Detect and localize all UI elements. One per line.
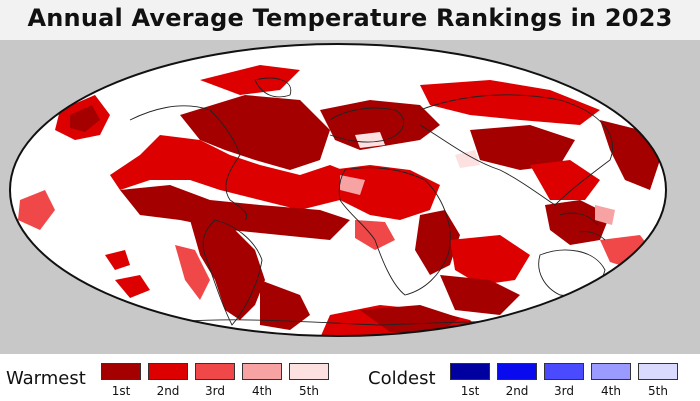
region-north-atlantic	[180, 95, 330, 170]
coast-asia	[419, 94, 613, 206]
region-south-atlantic	[260, 280, 310, 330]
label-warm-3rd: 3rd	[205, 384, 225, 398]
coast-north-america	[129, 105, 248, 221]
swatch-warm-5th	[289, 363, 329, 380]
region-south-america	[190, 220, 265, 320]
region-north-pacific-core	[70, 105, 100, 132]
label-warm-5th: 5th	[299, 384, 319, 398]
legend: Warmest 1st 2nd 3rd 4th 5th Coldest 1st …	[0, 354, 700, 401]
map-title: Annual Average Temperature Rankings in 2…	[27, 4, 673, 32]
region-indian-ocean	[450, 235, 530, 285]
region-4th-1	[340, 175, 365, 195]
region-south-america-3rd	[175, 245, 210, 300]
legend-warmest-heading: Warmest	[6, 368, 86, 389]
swatch-cold-1st	[450, 363, 490, 380]
swatch-cold-2nd	[497, 363, 537, 380]
title-bar: Annual Average Temperature Rankings in 2…	[0, 0, 700, 40]
swatch-warm-1st	[101, 363, 141, 380]
rank-regions	[18, 65, 660, 336]
map-frame	[0, 40, 700, 354]
region-central-asia	[470, 125, 575, 170]
coast-south-america	[202, 219, 263, 326]
label-warm-2nd: 2nd	[156, 384, 180, 398]
label-warm-4th: 4th	[252, 384, 272, 398]
label-cold-1st: 1st	[460, 384, 480, 398]
swatch-warm-3rd	[195, 363, 235, 380]
coast-europe	[329, 107, 405, 143]
region-5th-1	[355, 132, 385, 148]
region-australia-south	[555, 305, 620, 335]
region-5th-2	[455, 150, 480, 168]
swatch-cold-4th	[591, 363, 631, 380]
region-hawaii-patch	[105, 250, 130, 270]
region-east-asia	[530, 160, 600, 200]
region-west-pacific-left	[18, 190, 55, 230]
region-east-africa	[415, 210, 460, 275]
region-north-atlantic-2nd	[110, 135, 355, 210]
label-cold-5th: 5th	[648, 384, 668, 398]
region-4th-2	[595, 205, 615, 225]
region-siberia	[420, 80, 600, 125]
region-indian-ocean-south	[440, 275, 520, 315]
swatch-warm-2nd	[148, 363, 188, 380]
label-cold-4th: 4th	[601, 384, 621, 398]
legend-coldest-heading: Coldest	[368, 368, 436, 389]
label-cold-2nd: 2nd	[505, 384, 529, 398]
region-maritime-asia	[545, 200, 610, 245]
swatch-cold-5th	[638, 363, 678, 380]
coast-indonesia	[559, 212, 606, 241]
swatch-cold-3rd	[544, 363, 584, 380]
temperature-rank-map	[9, 43, 667, 337]
region-greenland-band	[200, 65, 300, 95]
region-south-pacific-patch	[115, 275, 150, 298]
coast-africa	[338, 167, 451, 296]
region-europe	[320, 100, 440, 150]
label-cold-3rd: 3rd	[554, 384, 574, 398]
coast-greenland	[254, 77, 292, 98]
region-tropical-atlantic	[120, 185, 350, 240]
globe-outline	[9, 43, 667, 337]
label-warm-1st: 1st	[111, 384, 131, 398]
swatch-warm-4th	[242, 363, 282, 380]
